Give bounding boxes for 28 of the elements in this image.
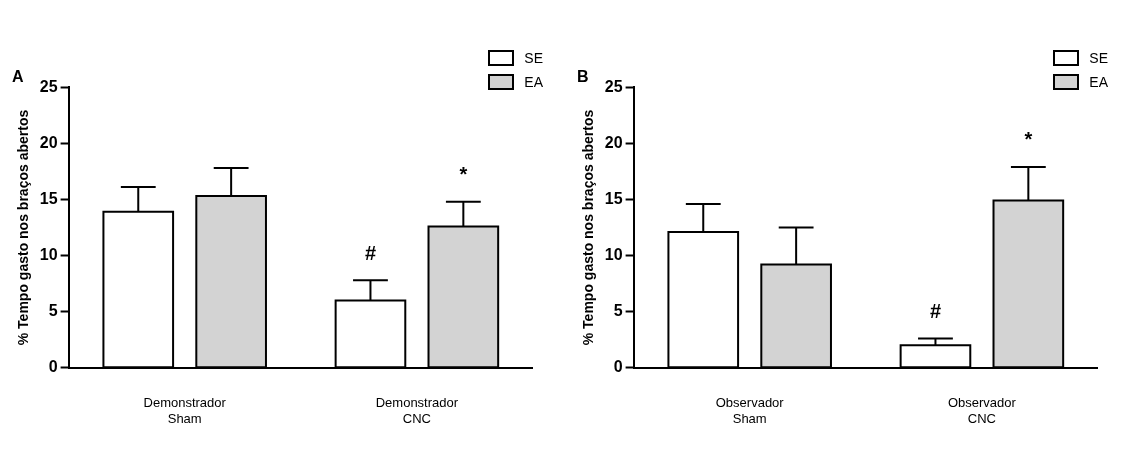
annotation: # [364, 241, 377, 264]
legend-label: SE [1089, 50, 1108, 66]
y-axis-title: % Tempo gasto nos braços abertos [15, 109, 32, 346]
x-tick-label: Demonstrador CNC [375, 395, 459, 426]
legend-label: EA [524, 74, 543, 90]
x-tick-label: Observador CNC [947, 395, 1017, 426]
x-tick-label: Demonstrador Sham [143, 395, 227, 426]
y-tick-label: 20 [39, 133, 58, 151]
y-tick-label: 10 [39, 245, 58, 263]
y-tick-label: 5 [48, 302, 58, 320]
y-tick-label: 25 [604, 77, 623, 95]
y-tick-label: 10 [604, 245, 623, 263]
x-tick-label: Observador Sham [715, 395, 785, 426]
annotation: * [1024, 128, 1033, 151]
annotation: # [929, 300, 942, 323]
chart-title: B [577, 68, 589, 86]
chart-title: A [12, 68, 24, 86]
y-tick-label: 15 [39, 189, 58, 207]
y-tick-label: 25 [39, 77, 58, 95]
y-tick-label: 5 [613, 302, 623, 320]
legend-label: SE [524, 50, 543, 66]
legend-label: EA [1089, 74, 1108, 90]
y-axis-title: % Tempo gasto nos braços abertos [580, 109, 597, 346]
y-tick-label: 20 [604, 133, 623, 151]
y-tick-label: 15 [604, 189, 623, 207]
y-tick-label: 0 [613, 358, 623, 376]
annotation: * [459, 163, 468, 186]
y-tick-label: 0 [48, 358, 58, 376]
